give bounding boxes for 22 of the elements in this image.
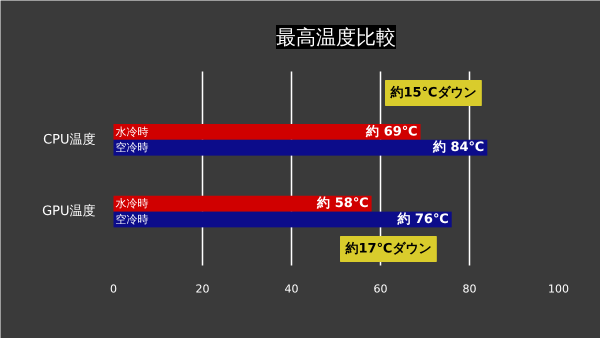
annotation: 約15℃ダウン <box>390 86 476 100</box>
data-label: 約 76℃ <box>396 212 449 228</box>
bar <box>114 212 452 228</box>
annotation: 約17℃ダウン <box>344 242 432 256</box>
bar <box>114 124 421 140</box>
x-tick-label: 0 <box>110 282 117 296</box>
data-label: 約 84℃ <box>432 140 484 156</box>
bar <box>114 140 488 156</box>
x-tick-label: 20 <box>196 282 210 296</box>
series-label: 空冷時 <box>116 141 149 154</box>
y-tick-label: CPU温度 <box>43 131 96 148</box>
text: 水冷時 <box>116 125 149 138</box>
text: 空冷時 <box>116 213 149 226</box>
chart-title: 最高温度比較 <box>276 25 396 49</box>
x-tick-label: 40 <box>284 282 298 296</box>
data-label: 約 58℃ <box>316 196 369 212</box>
data-label: 約 69℃ <box>365 124 418 140</box>
x-tick-label: 60 <box>374 282 388 296</box>
y-tick-label: GPU温度 <box>42 203 96 220</box>
series-label: 水冷時 <box>116 197 149 210</box>
x-tick-label: 100 <box>548 282 569 296</box>
x-tick-label: 80 <box>462 282 476 296</box>
